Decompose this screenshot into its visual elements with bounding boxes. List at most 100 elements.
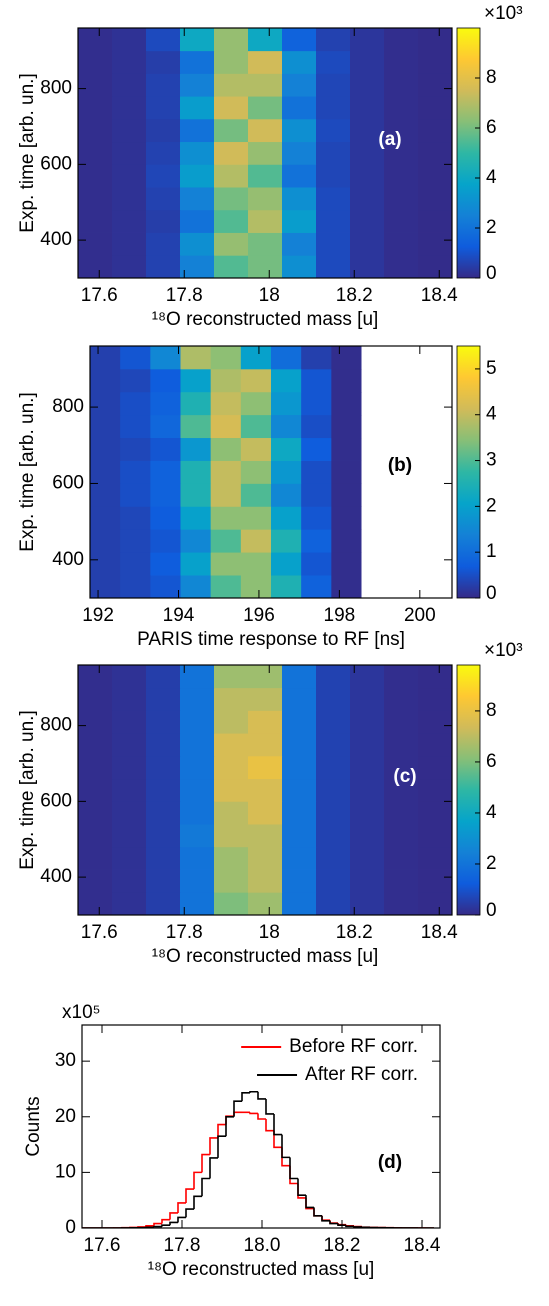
heat-cell bbox=[392, 529, 423, 552]
heat-cell bbox=[282, 96, 316, 119]
histogram-step bbox=[290, 1166, 298, 1184]
heat-cell bbox=[301, 461, 332, 484]
heat-cell bbox=[282, 164, 316, 187]
y-tick-label: 600 bbox=[52, 472, 84, 493]
histogram-step bbox=[306, 1195, 314, 1207]
heat-cell bbox=[384, 733, 418, 756]
heat-cell bbox=[392, 392, 423, 415]
heat-cell bbox=[248, 892, 282, 915]
heat-cell bbox=[316, 870, 350, 893]
x-tick-label: 18 bbox=[259, 285, 280, 306]
heat-cell bbox=[362, 529, 393, 552]
heat-cell bbox=[316, 210, 350, 233]
histogram-step bbox=[194, 1196, 202, 1209]
heat-cell bbox=[418, 51, 452, 74]
heat-cell bbox=[146, 28, 180, 51]
heat-cell bbox=[384, 73, 418, 96]
colorbar-tick-label: 0 bbox=[486, 900, 497, 921]
heat-cell bbox=[422, 369, 453, 392]
heat-cell bbox=[362, 483, 393, 506]
histogram-step bbox=[258, 1113, 266, 1119]
heat-cell bbox=[120, 369, 151, 392]
histogram-step bbox=[258, 1092, 266, 1099]
heat-cell bbox=[316, 164, 350, 187]
heat-cell bbox=[211, 392, 242, 415]
heat-cell bbox=[392, 552, 423, 575]
heat-cell bbox=[214, 779, 248, 802]
heat-cell bbox=[146, 210, 180, 233]
heat-cell bbox=[301, 483, 332, 506]
heat-cell bbox=[150, 438, 181, 461]
x-tick-label: 18.0 bbox=[244, 1235, 281, 1256]
heat-cell bbox=[112, 96, 146, 119]
heat-cell bbox=[214, 28, 248, 51]
heat-cell bbox=[282, 847, 316, 870]
heat-cell bbox=[418, 665, 452, 688]
heat-cell bbox=[181, 575, 212, 598]
heat-cell bbox=[301, 529, 332, 552]
heat-cell bbox=[282, 779, 316, 802]
histogram-step bbox=[266, 1099, 274, 1114]
histogram-step bbox=[170, 1222, 178, 1225]
x-tick-label: 194 bbox=[163, 605, 195, 626]
x-tick-label: 198 bbox=[324, 605, 356, 626]
heat-cell bbox=[120, 483, 151, 506]
heat-cell bbox=[271, 346, 302, 369]
histogram-step bbox=[322, 1216, 330, 1221]
heat-cell bbox=[282, 73, 316, 96]
heat-cell bbox=[214, 892, 248, 915]
x-tick-label: 17.8 bbox=[164, 1235, 201, 1256]
heat-cell bbox=[211, 369, 242, 392]
heat-cell bbox=[282, 210, 316, 233]
heat-cell bbox=[180, 756, 214, 779]
heat-cell bbox=[146, 779, 180, 802]
heat-cell bbox=[78, 28, 112, 51]
legend-label: After RF corr. bbox=[305, 1064, 418, 1085]
heat-cell bbox=[316, 73, 350, 96]
panel-label: (c) bbox=[393, 766, 416, 787]
heat-cell bbox=[271, 483, 302, 506]
heat-cell bbox=[90, 392, 121, 415]
colorbar bbox=[457, 28, 480, 278]
colorbar-tick-label: 2 bbox=[486, 217, 497, 238]
heat-cell bbox=[146, 710, 180, 733]
heat-cell bbox=[248, 710, 282, 733]
heat-cell bbox=[316, 119, 350, 142]
heat-cell bbox=[181, 506, 212, 529]
heat-cell bbox=[112, 801, 146, 824]
panel-label: (b) bbox=[388, 455, 412, 476]
x-axis-label: PARIS time response to RF [ns] bbox=[137, 629, 405, 650]
y-tick-label: 30 bbox=[55, 1050, 76, 1071]
heat-cell bbox=[112, 892, 146, 915]
heat-cell bbox=[422, 392, 453, 415]
heat-cell bbox=[120, 346, 151, 369]
histogram-step bbox=[178, 1203, 186, 1213]
heat-cell bbox=[214, 824, 248, 847]
heat-cell bbox=[241, 392, 272, 415]
heat-cell bbox=[112, 142, 146, 165]
heat-cell bbox=[150, 461, 181, 484]
heat-cell bbox=[362, 506, 393, 529]
colorbar-tick-label: 2 bbox=[486, 853, 497, 874]
heat-cell bbox=[150, 346, 181, 369]
x-tick-label: 18.4 bbox=[421, 922, 458, 943]
heat-cell bbox=[282, 870, 316, 893]
heat-cell bbox=[150, 392, 181, 415]
heat-cell bbox=[150, 369, 181, 392]
heat-cell bbox=[282, 824, 316, 847]
heat-cell bbox=[112, 187, 146, 210]
heat-cell bbox=[146, 756, 180, 779]
heat-cell bbox=[418, 187, 452, 210]
colorbar bbox=[457, 665, 480, 915]
heat-cell bbox=[418, 688, 452, 711]
heat-cell bbox=[78, 870, 112, 893]
heat-cell bbox=[331, 506, 362, 529]
y-tick-label: 20 bbox=[55, 1106, 76, 1127]
heat-cell bbox=[120, 392, 151, 415]
histogram-step bbox=[210, 1158, 218, 1179]
heat-cell bbox=[248, 824, 282, 847]
heat-cell bbox=[282, 710, 316, 733]
heat-cell bbox=[392, 346, 423, 369]
heat-cell bbox=[350, 779, 384, 802]
